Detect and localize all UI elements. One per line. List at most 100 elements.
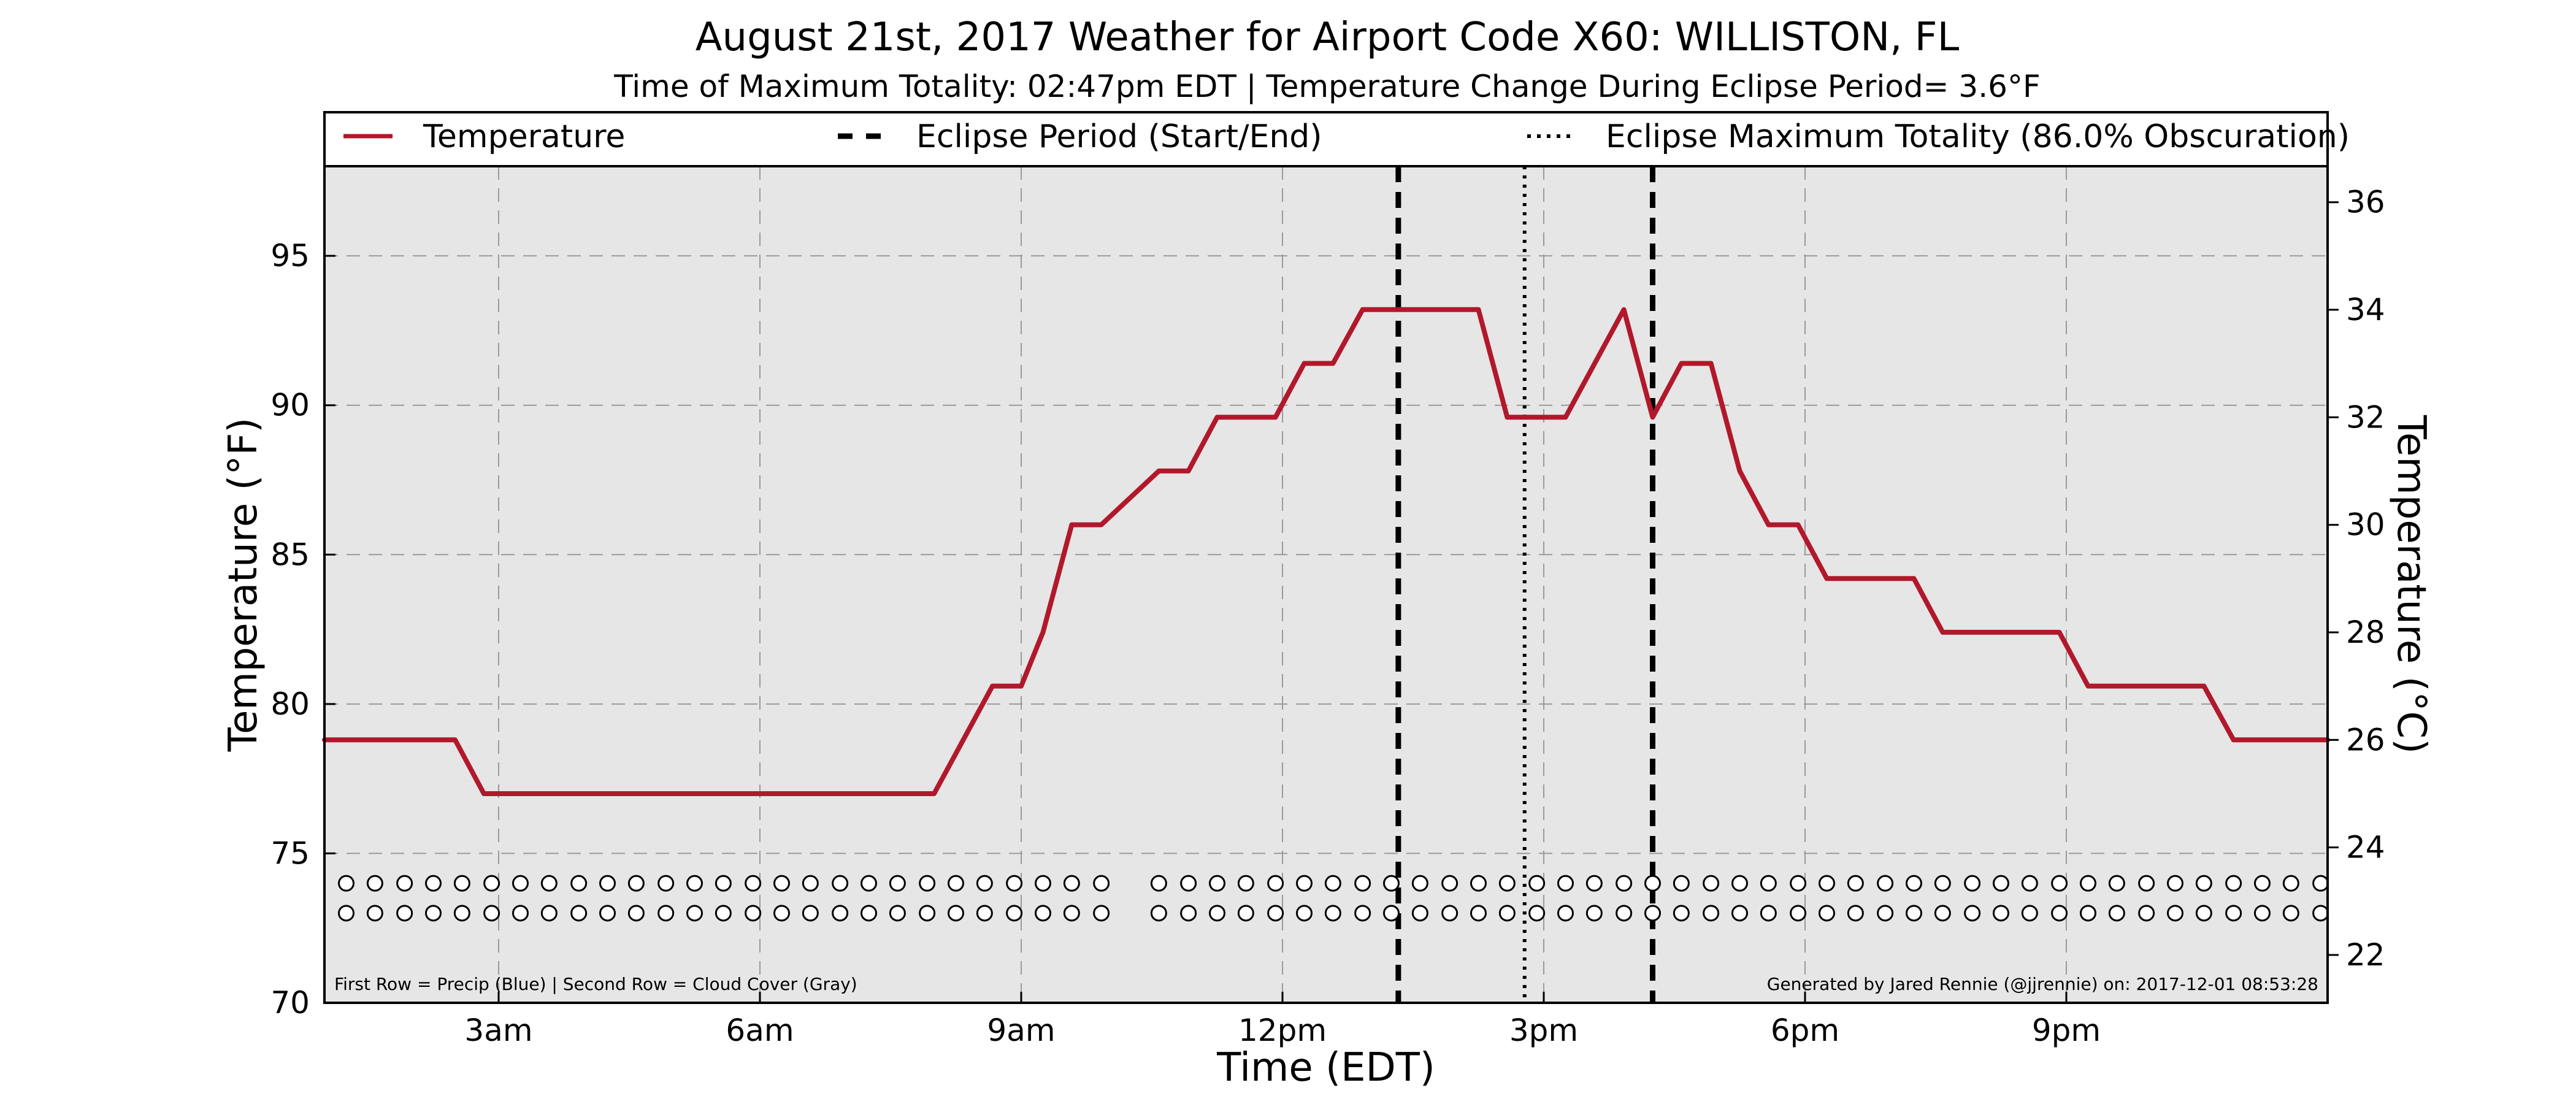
cloud-cover-marker [1150,905,1167,922]
x-tick-label: 9pm [2032,1013,2101,1048]
plot-area [324,166,2328,1003]
eclipse-lines [1395,166,1655,1003]
precip-marker [745,875,762,892]
cloud-cover-marker [2195,905,2212,922]
cloud-cover-marker [2051,905,2068,922]
cloud-cover-marker [1819,905,1835,922]
precip-marker [1731,875,1748,892]
precip-marker [1877,875,1894,892]
precip-marker [2080,875,2096,892]
precip-marker [1644,875,1661,892]
cloud-cover-marker [1585,905,1603,922]
y-tick-label-right: 22 [2346,937,2385,973]
precip-marker [976,875,993,892]
cloud-cover-marker [366,905,383,922]
cloud-cover-marker [1934,905,1951,922]
cloud-cover-marker [338,905,355,922]
precip-marker [919,875,936,892]
y-tick-label-right: 30 [2346,507,2385,543]
cloud-cover-marker [1731,905,1748,922]
x-tick-label: 6am [726,1013,794,1048]
cloud-cover-marker [948,905,964,922]
cloud-cover-marker [1616,905,1633,922]
precip-marker [1616,875,1633,892]
cloud-cover-marker [1354,905,1371,922]
marker-rows [338,875,2329,922]
precip-marker [396,875,413,892]
cloud-cover-marker [512,905,529,922]
cloud-cover-marker [745,905,762,922]
cloud-cover-marker [2254,905,2271,922]
cloud-cover-marker [715,905,732,922]
chart-title: August 21st, 2017 Weather for Airport Co… [696,15,1960,60]
precip-marker [2254,875,2271,892]
cloud-cover-marker [2138,905,2155,922]
precip-marker [2167,875,2183,892]
precip-marker [599,875,616,892]
precip-marker [2312,875,2329,892]
precip-marker [425,875,442,892]
y-tick-label-left: 90 [270,388,310,423]
precip-marker [686,875,703,892]
precip-marker [1267,875,1284,892]
precip-marker [2138,875,2155,892]
y-tick-label-left: 95 [270,238,310,274]
precip-marker [338,875,355,892]
cloud-cover-marker [1324,905,1341,922]
cloud-cover-marker [657,905,675,922]
y-tick-label-left: 70 [270,985,310,1021]
cloud-cover-marker [1267,905,1284,922]
legend: Temperature Eclipse Period (Start/End) E… [323,111,2350,167]
precip-marker [512,875,529,892]
cloud-cover-marker [686,905,703,922]
precip-marker [1324,875,1341,892]
precip-marker [540,875,558,892]
cloud-cover-marker [1644,905,1661,922]
precip-marker [1063,875,1080,892]
grid-lines [324,166,2328,1003]
cloud-cover-marker [570,905,588,922]
cloud-cover-marker [1237,905,1254,922]
precip-marker [1906,875,1922,892]
cloud-cover-marker [599,905,616,922]
precip-marker [861,875,877,892]
precip-marker [627,875,645,892]
precip-marker [1354,875,1371,892]
cloud-cover-marker [1383,905,1400,922]
precip-marker [453,875,470,892]
precip-marker [1035,875,1051,892]
precip-marker [2021,875,2038,892]
y-axis-label-left: Temperature (°F) [221,418,266,753]
cloud-cover-marker [1063,905,1080,922]
cloud-cover-marker [832,905,849,922]
y-tick-label-left: 80 [270,686,310,722]
precip-marker [1383,875,1400,892]
cloud-cover-marker [2080,905,2096,922]
legend-eclipse-period-label: Eclipse Period (Start/End) [916,118,1322,155]
cloud-cover-marker [1993,905,2009,922]
y-tick-label-left: 85 [270,537,310,572]
y-tick-label-right: 26 [2346,722,2385,757]
cloud-cover-marker [2167,905,2183,922]
cloud-cover-marker [1180,905,1197,922]
precip-marker [1411,875,1428,892]
cloud-cover-marker [1093,905,1110,922]
cloud-cover-marker [1006,905,1023,922]
legend-eclipse-max-label: Eclipse Maximum Totality (86.0% Obscurat… [1606,118,2350,155]
precip-marker [1180,875,1197,892]
y-tick-label-right: 28 [2346,615,2385,650]
y-tick-label-right: 24 [2346,830,2385,865]
cloud-cover-marker [627,905,645,922]
cloud-cover-marker [2282,905,2299,922]
cloud-cover-marker [1964,905,1981,922]
precip-marker [1790,875,1807,892]
x-tick-label: 12pm [1238,1013,1327,1048]
precip-marker [773,875,790,892]
x-tick-label: 6pm [1771,1013,1839,1048]
precip-marker [948,875,964,892]
precip-marker [1819,875,1835,892]
cloud-cover-marker [1557,905,1574,922]
precip-marker [802,875,819,892]
precip-marker [1934,875,1951,892]
